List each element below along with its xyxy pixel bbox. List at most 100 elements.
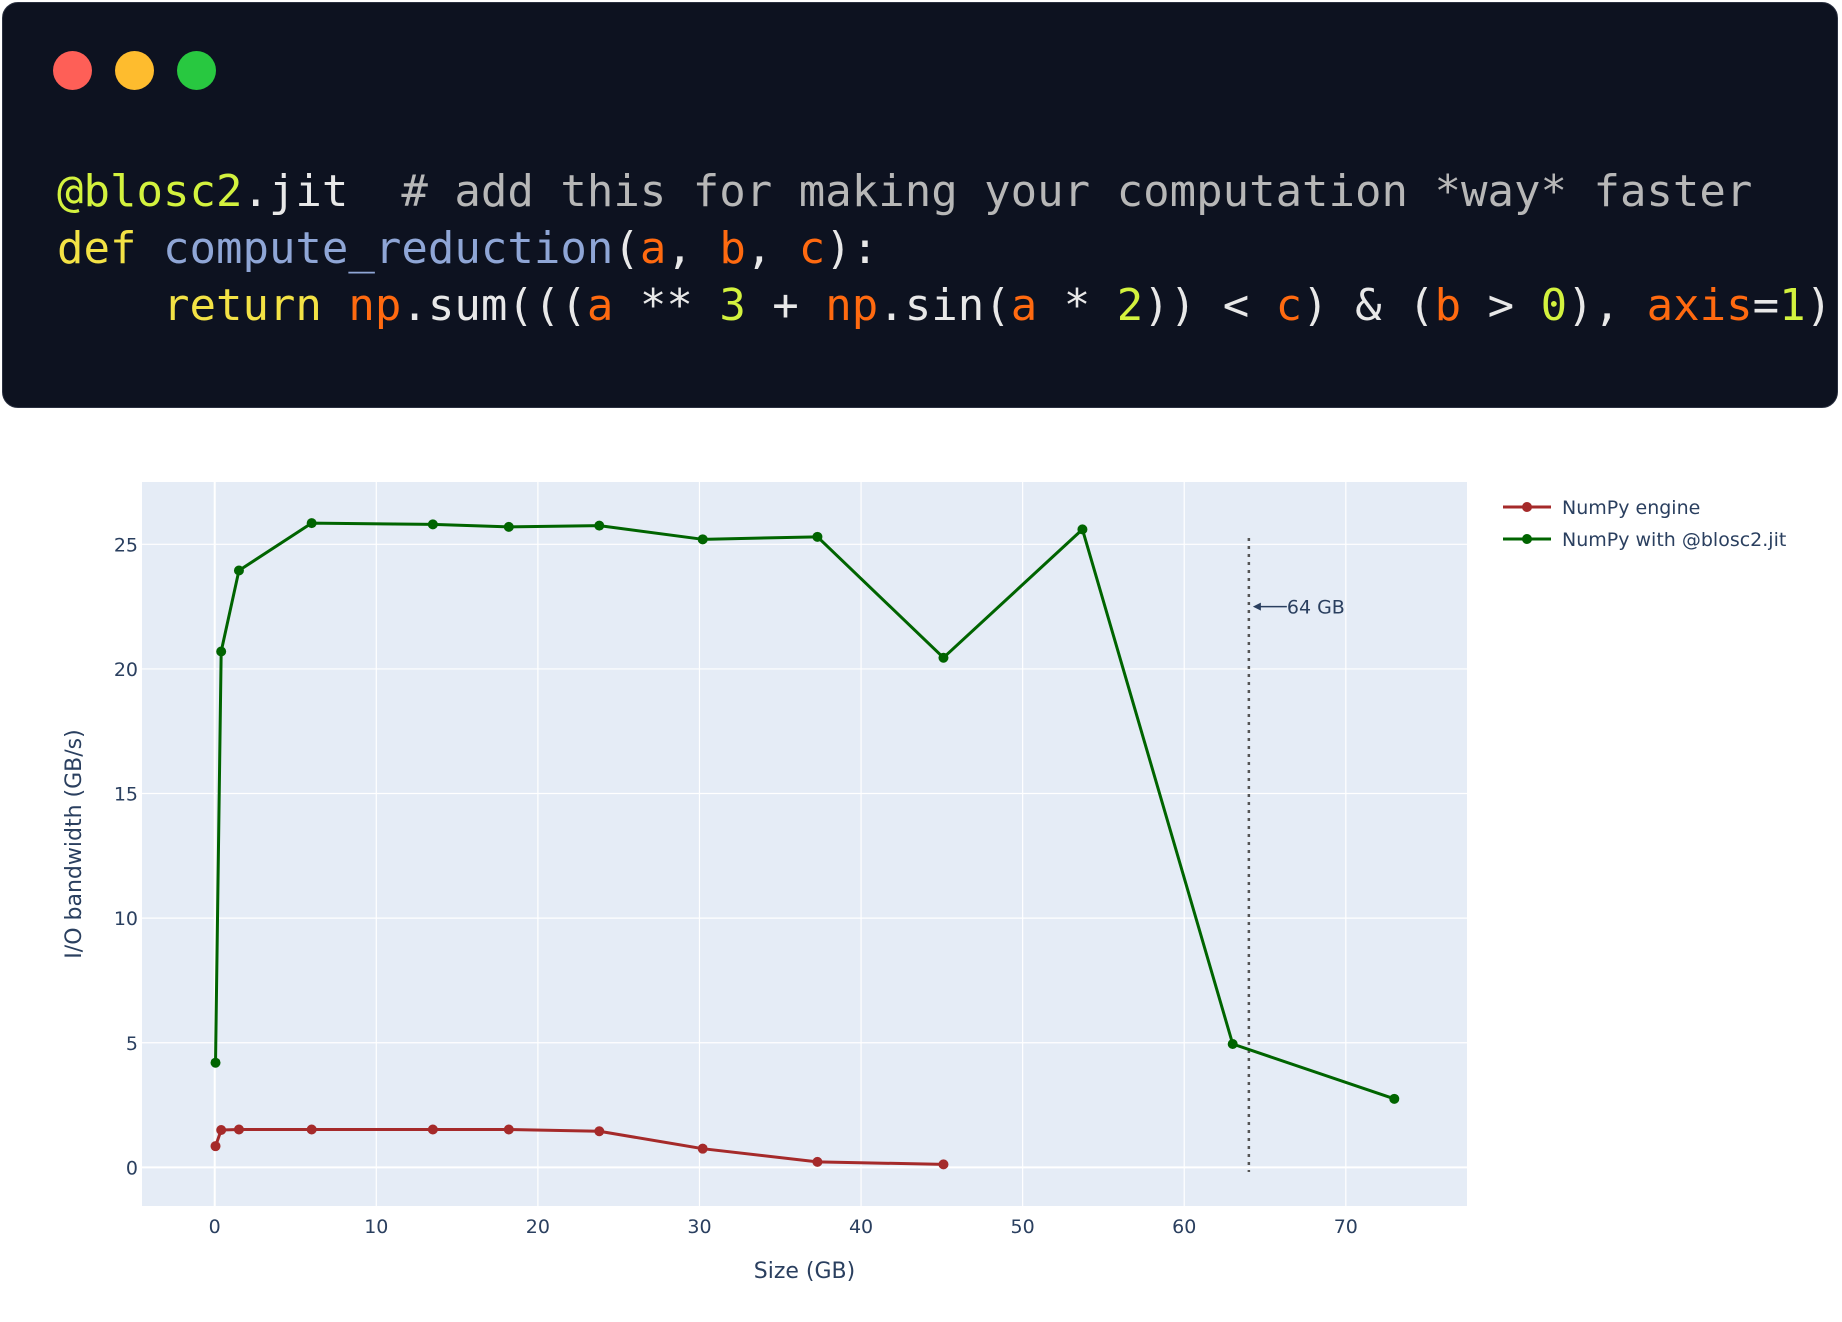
code-token: a [1010,280,1038,331]
y-tick-label: 0 [126,1157,138,1179]
y-axis-title: I/O bandwidth (GB/s) [62,729,87,958]
data-point [216,646,227,657]
code-token: ), [1567,280,1647,331]
code-token: , [666,223,720,274]
data-point [594,1126,605,1137]
code-token: c [1275,280,1303,331]
code-token: = [1752,280,1780,331]
data-point [210,1057,221,1068]
series-0 [210,1124,949,1170]
annotation-arrow-head [1252,602,1261,611]
code-token: ) & ( [1302,280,1435,331]
data-point [1077,524,1088,535]
x-tick-label: 20 [526,1216,550,1238]
data-point [812,531,823,542]
code-line: return np.sum(((a ** 3 + np.sin(a * 2)) … [57,277,1832,334]
annotation-label: 64 GB [1287,597,1345,619]
gridlines [142,482,1467,1206]
y-tick-label: 20 [114,659,138,681]
data-point [306,518,317,529]
code-token [57,280,163,331]
code-token: , [745,223,799,274]
data-point [938,1159,949,1170]
close-window-button[interactable] [53,51,92,90]
code-token: .sum((( [401,280,587,331]
code-token: return [162,280,322,331]
data-point [503,521,514,532]
data-point [938,652,949,663]
code-token: b [719,223,746,274]
code-token: compute_reduction [162,223,614,274]
zoom-window-button[interactable] [177,51,216,90]
x-tick-labels: 0 10 20 30 40 50 60 70 [209,1216,1358,1238]
x-tick-label: 30 [687,1216,711,1238]
y-tick-label: 10 [114,908,138,930]
legend: NumPy engine NumPy with @blosc2.jit [1503,497,1786,551]
code-token: + [745,280,826,331]
x-axis-title: Size (GB) [754,1259,855,1284]
data-point [233,1124,244,1135]
legend-label: NumPy with @blosc2.jit [1562,529,1786,551]
code-token: np [348,280,402,331]
code-token: ) [1805,280,1833,331]
code-token: ( [613,223,640,274]
data-point [697,534,708,545]
y-tick-labels: 0 5 10 15 20 25 [114,534,138,1179]
annotations: 64 GB [1247,538,1345,1172]
x-tick-label: 40 [849,1216,873,1238]
code-token: * [1037,280,1117,331]
series-1 [210,518,1400,1104]
code-token: .sin( [878,280,1011,331]
code-line: def compute_reduction(a, b, c): [57,220,1832,277]
code-token: 3 [719,280,746,331]
code-token [136,223,163,274]
data-point [697,1143,708,1154]
code-token: a [639,223,667,274]
code-token: )) < [1143,280,1276,331]
code-token: 1 [1779,280,1806,331]
data-point [594,520,605,531]
series-line [214,1127,944,1166]
legend-swatch-marker [1522,502,1532,512]
minimize-window-button[interactable] [115,51,154,90]
code-token: b [1434,280,1462,331]
code-token: 2 [1116,280,1144,331]
code-token: def [57,223,137,274]
data-point [812,1156,823,1167]
series-group [210,518,1400,1170]
data-point [210,1141,221,1152]
data-point [216,1124,227,1135]
data-point [306,1124,317,1135]
code-token: axis [1646,280,1753,331]
code-token: @blosc2 [57,166,243,217]
code-token: ** [613,280,720,331]
legend-label: NumPy engine [1562,497,1700,519]
code-block: @blosc2.jit # add this for making your c… [57,163,1832,334]
y-tick-label: 15 [114,784,138,806]
legend-item: NumPy with @blosc2.jit [1503,529,1786,551]
data-point [503,1124,514,1135]
data-point [1389,1093,1400,1104]
code-token: np [825,280,879,331]
x-tick-label: 10 [364,1216,388,1238]
plot-area [142,482,1467,1206]
x-tick-label: 0 [209,1216,221,1238]
code-token: > [1461,280,1541,331]
code-token: a [586,280,614,331]
y-tick-label: 5 [126,1033,138,1055]
y-tick-label: 25 [114,534,138,556]
code-token: .jit [242,166,402,217]
code-token [322,280,349,331]
code-window: @blosc2.jit # add this for making your c… [2,2,1838,408]
x-tick-label: 50 [1011,1216,1035,1238]
x-tick-label: 60 [1172,1216,1196,1238]
bandwidth-chart: 0 10 20 30 40 50 60 70 0 5 10 15 20 25 64 GB Size (G… [62,482,1786,1284]
x-tick-label: 70 [1334,1216,1358,1238]
data-point [233,565,244,576]
code-token: 0 [1540,280,1568,331]
code-token: # add this for making your computation *… [401,166,1753,217]
data-point [427,519,438,530]
data-point [427,1124,438,1135]
data-point [1227,1039,1238,1050]
code-token: ): [825,223,879,274]
